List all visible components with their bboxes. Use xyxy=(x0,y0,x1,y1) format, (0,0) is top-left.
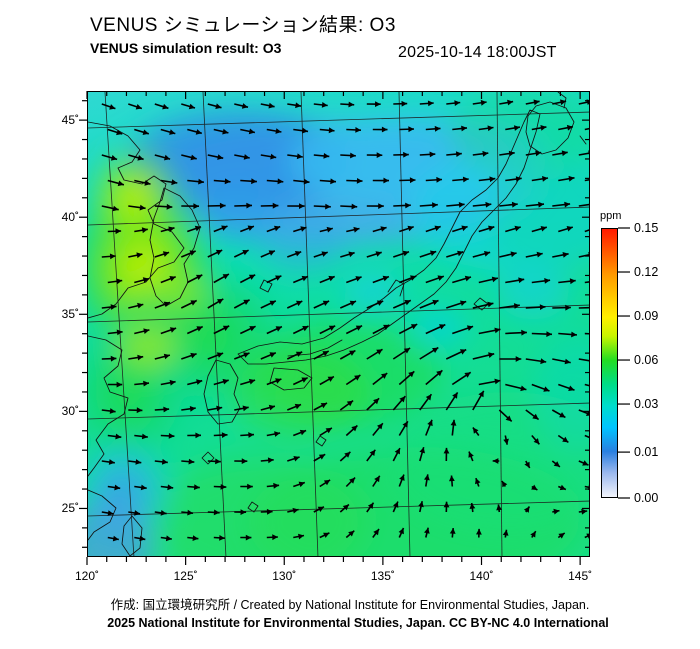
credit-text: 作成: 国立環境研究所 / Created by National Instit… xyxy=(110,598,590,612)
license-text: 2025 National Institute for Environmenta… xyxy=(0,617,700,630)
y-axis-tick-label: 40˚ xyxy=(61,210,79,225)
x-axis-tick-label: 135˚ xyxy=(370,569,395,583)
colorbar-tick-label: 0.12 xyxy=(634,264,659,279)
concentration-field xyxy=(88,92,589,556)
x-axis-tick-label: 145˚ xyxy=(568,569,593,583)
colorbar[interactable] xyxy=(601,228,618,498)
colorbar-tick-label: 0.06 xyxy=(634,352,659,367)
x-axis-tick-label: 130˚ xyxy=(272,569,297,583)
x-axis-tick-label: 120˚ xyxy=(74,569,100,583)
page-title-english: VENUS simulation result: O3 xyxy=(90,40,282,56)
colorbar-unit-label: ppm xyxy=(600,210,622,222)
graticule-overlay xyxy=(88,92,589,556)
map-plot-area[interactable] xyxy=(87,91,590,557)
colorbar-gradient xyxy=(602,229,617,497)
wind-vector-overlay xyxy=(101,99,589,542)
page-title-japanese: VENUS シミュレーション結果: O3 xyxy=(90,15,396,36)
y-axis-tick-label: 30˚ xyxy=(61,404,79,419)
colorbar-tick-label: 0.15 xyxy=(634,220,659,235)
concentration-map xyxy=(88,92,589,556)
license-text-inner: 2025 National Institute for Environmenta… xyxy=(107,617,609,630)
y-axis-tick-label: 25˚ xyxy=(61,501,79,516)
colorbar-tick-label: 0.03 xyxy=(634,396,659,411)
x-axis-tick-label: 125˚ xyxy=(173,569,198,583)
colorbar-tick-label: 0.01 xyxy=(634,444,659,459)
y-axis-tick-label: 35˚ xyxy=(61,307,79,322)
x-axis-tick-label: 140˚ xyxy=(469,569,494,583)
colorbar-tick-label: 0.09 xyxy=(634,308,659,323)
timestamp-label: 2025-10-14 18:00JST xyxy=(398,44,557,61)
y-axis-tick-label: 45˚ xyxy=(61,113,79,128)
colorbar-tick-label: 0.00 xyxy=(634,490,659,505)
